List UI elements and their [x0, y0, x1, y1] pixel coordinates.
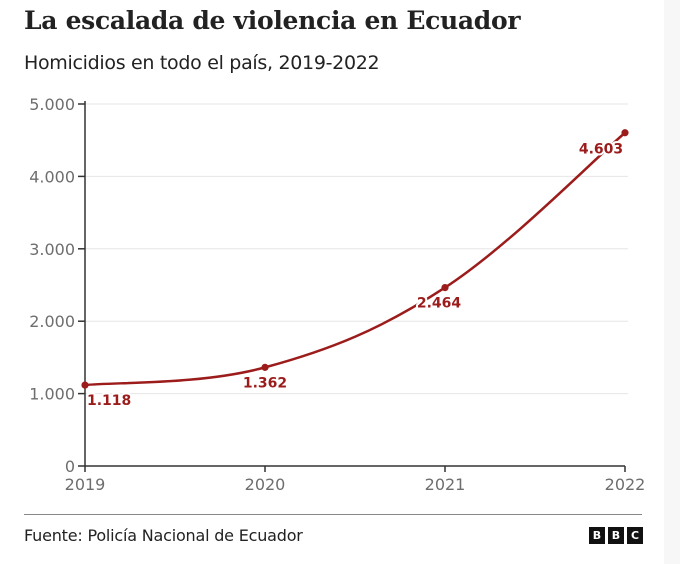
series-line [83, 131, 627, 387]
chart-subtitle: Homicidios en todo el país, 2019-2022 [24, 52, 380, 74]
y-tick-label: 2.000 [29, 312, 75, 331]
bbc-logo-letter: B [608, 527, 624, 544]
bbc-logo-letter: B [589, 527, 605, 544]
x-tick-label: 2022 [605, 475, 646, 494]
x-tick-label: 2021 [425, 475, 466, 494]
data-label-halo: 2.464 [417, 296, 462, 312]
data-point [81, 381, 89, 389]
axes [84, 101, 625, 467]
footer-divider [24, 514, 642, 515]
x-axis-ticks: 2019 2020 2021 2022 [65, 466, 646, 494]
data-label: 4.603 [579, 142, 623, 158]
right-margin-strip [664, 0, 680, 564]
data-label-halo: 4.603 [579, 142, 623, 158]
series-homicidios [81, 129, 629, 389]
data-label: 1.118 [87, 393, 131, 409]
data-point [441, 284, 449, 292]
y-tick-label: 3.000 [29, 240, 75, 259]
bbc-logo-letter: C [627, 527, 643, 544]
chart-title: La escalada de violencia en Ecuador [24, 6, 521, 35]
data-label: 2.464 [417, 296, 462, 312]
y-axis-ticks: 0 1.000 2.000 3.000 4.000 5.000 [29, 95, 85, 476]
data-point [261, 363, 269, 371]
y-tick-label: 5.000 [29, 95, 75, 114]
x-tick-label: 2020 [245, 475, 286, 494]
data-label-halo: 1.362 [243, 375, 287, 391]
data-point [621, 129, 629, 137]
gridlines [85, 103, 628, 395]
y-tick-label: 4.000 [29, 167, 75, 186]
data-label: 1.362 [243, 375, 287, 391]
data-label-halo: 1.118 [87, 393, 131, 409]
y-tick-label: 1.000 [29, 385, 75, 404]
y-tick-label: 0 [65, 457, 75, 476]
x-tick-label: 2019 [65, 475, 106, 494]
source-note: Fuente: Policía Nacional de Ecuador [24, 526, 303, 545]
bbc-logo: B B C [589, 527, 643, 544]
